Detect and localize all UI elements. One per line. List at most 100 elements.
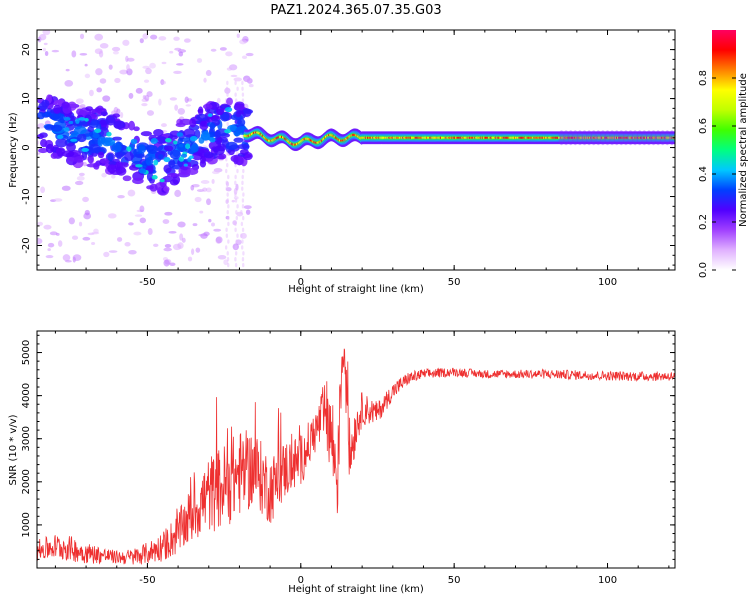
spectrogram-cell bbox=[236, 168, 239, 174]
spectrogram-cell bbox=[225, 157, 228, 162]
spectrogram-cell bbox=[100, 137, 113, 143]
spectrogram-cell bbox=[53, 104, 61, 114]
spectrogram-cell bbox=[176, 132, 184, 137]
spectrogram-cell bbox=[164, 145, 174, 152]
spectrogram-cell bbox=[241, 92, 245, 97]
spectrogram-cell bbox=[132, 177, 144, 185]
snr-background bbox=[37, 331, 675, 568]
spectrogram-cell bbox=[108, 250, 118, 253]
spectrogram-cell bbox=[236, 144, 250, 150]
spectrogram-cell bbox=[198, 137, 205, 144]
spectrogram-cell bbox=[224, 107, 233, 113]
spectrogram-cell bbox=[135, 154, 145, 159]
spectrogram-cell bbox=[70, 138, 78, 142]
spectrogram-cell bbox=[190, 136, 198, 142]
spectrogram-cell bbox=[37, 237, 43, 245]
spectrogram-cell bbox=[50, 152, 58, 159]
spectrogram-cell bbox=[226, 121, 229, 127]
spectrogram-cell bbox=[38, 148, 48, 154]
x-tick-label: -50 bbox=[139, 575, 155, 586]
spectrogram-cell bbox=[149, 183, 158, 192]
colorbar-tick-label: 0.6 bbox=[698, 118, 709, 134]
spectrogram-cell bbox=[239, 149, 249, 155]
spectrogram-cell bbox=[197, 106, 204, 116]
spectrogram-cell bbox=[226, 198, 229, 203]
spectrogram-cell bbox=[91, 242, 96, 245]
spectrogram-cell bbox=[140, 131, 153, 137]
spectrogram-cell bbox=[632, 130, 639, 146]
spectrogram-cell bbox=[226, 257, 230, 262]
spectrogram-cell bbox=[225, 51, 233, 57]
y-tick-label: 5000 bbox=[21, 340, 32, 365]
spectrogram-cell bbox=[61, 185, 71, 191]
spectrogram-cell bbox=[107, 153, 114, 162]
spectrogram-cell bbox=[174, 104, 179, 111]
spectrogram-cell bbox=[226, 67, 233, 71]
spectrogram-cell bbox=[94, 48, 103, 55]
spectrogram-cell bbox=[236, 233, 239, 238]
spectrogram-cell bbox=[227, 174, 230, 180]
spectrogram-cell bbox=[97, 151, 105, 159]
spectrogram-cell bbox=[243, 205, 252, 210]
spectrogram-cell bbox=[211, 222, 215, 227]
spectrogram-cell bbox=[239, 39, 247, 45]
spectrogram-cell bbox=[161, 80, 167, 85]
spectrogram-cell bbox=[211, 179, 215, 185]
spectrogram-cell bbox=[57, 240, 63, 247]
spectrogram-cell bbox=[85, 106, 93, 112]
spectrogram-cell bbox=[47, 242, 55, 248]
spectrogram-cell bbox=[230, 74, 238, 78]
spectrogram-cell bbox=[609, 130, 616, 146]
spectrogram-cell bbox=[241, 174, 244, 180]
spectrogram-cell bbox=[141, 102, 148, 107]
spectrogram-cell bbox=[79, 33, 85, 40]
spectrogram-cell bbox=[107, 213, 117, 219]
spectrogram-cell bbox=[226, 192, 229, 197]
spectrogram-cell bbox=[147, 228, 153, 235]
spectrogram-cell bbox=[163, 186, 170, 192]
spectrogram-cell bbox=[42, 47, 47, 52]
spectrogram-cell bbox=[241, 239, 244, 244]
spectrogram-cell bbox=[224, 129, 231, 134]
spectrogram-cell bbox=[82, 196, 89, 203]
spectrogram-cell bbox=[59, 113, 66, 124]
spectrogram-cell bbox=[242, 262, 245, 268]
spectrogram-cell bbox=[645, 130, 652, 146]
spectrogram-cell bbox=[78, 172, 85, 177]
spectrogram-cell bbox=[173, 36, 180, 41]
x-tick-label: 0 bbox=[298, 575, 304, 586]
spectrogram-cell bbox=[242, 215, 245, 221]
spectrogram-cell bbox=[64, 80, 74, 87]
spectrogram-cell bbox=[235, 239, 238, 244]
spectrogram-cell bbox=[101, 172, 107, 178]
spectrogram-cell bbox=[74, 126, 87, 135]
spectrogram-cell bbox=[164, 211, 173, 216]
spectrogram-cell bbox=[111, 174, 116, 179]
spectrogram-cell bbox=[248, 83, 254, 88]
spectrogram-cell bbox=[113, 120, 126, 130]
spectrogram-cell bbox=[225, 141, 238, 151]
spectrogram-cell bbox=[61, 150, 75, 158]
spectrogram-cell bbox=[234, 262, 238, 268]
spectrogram-cell bbox=[149, 62, 156, 69]
spectrogram-cell bbox=[116, 237, 123, 242]
spectrogram-cell bbox=[37, 221, 44, 226]
spectrogram-cell bbox=[216, 97, 221, 104]
spectrogram-cell bbox=[112, 50, 119, 55]
spectrogram-cell bbox=[128, 222, 134, 226]
spectrogram-cell bbox=[139, 205, 145, 213]
spectrogram-cell bbox=[163, 259, 170, 267]
spectrogram-cell bbox=[75, 98, 84, 105]
spectrogram-cell bbox=[168, 230, 177, 234]
spectrogram-cell bbox=[227, 204, 230, 209]
spectrogram-cell bbox=[126, 146, 132, 152]
spectrogram-cell bbox=[37, 140, 40, 145]
spectrogram-cell bbox=[145, 157, 154, 166]
spectrogram-cell bbox=[241, 198, 245, 203]
spectrogram-cell bbox=[109, 169, 123, 176]
spectrogram-cell bbox=[39, 33, 47, 41]
spectrogram-cell bbox=[116, 108, 121, 115]
spectrogram-cell bbox=[176, 63, 184, 66]
spectrogram-cell bbox=[241, 80, 244, 86]
spectrogram-cell bbox=[243, 109, 254, 115]
